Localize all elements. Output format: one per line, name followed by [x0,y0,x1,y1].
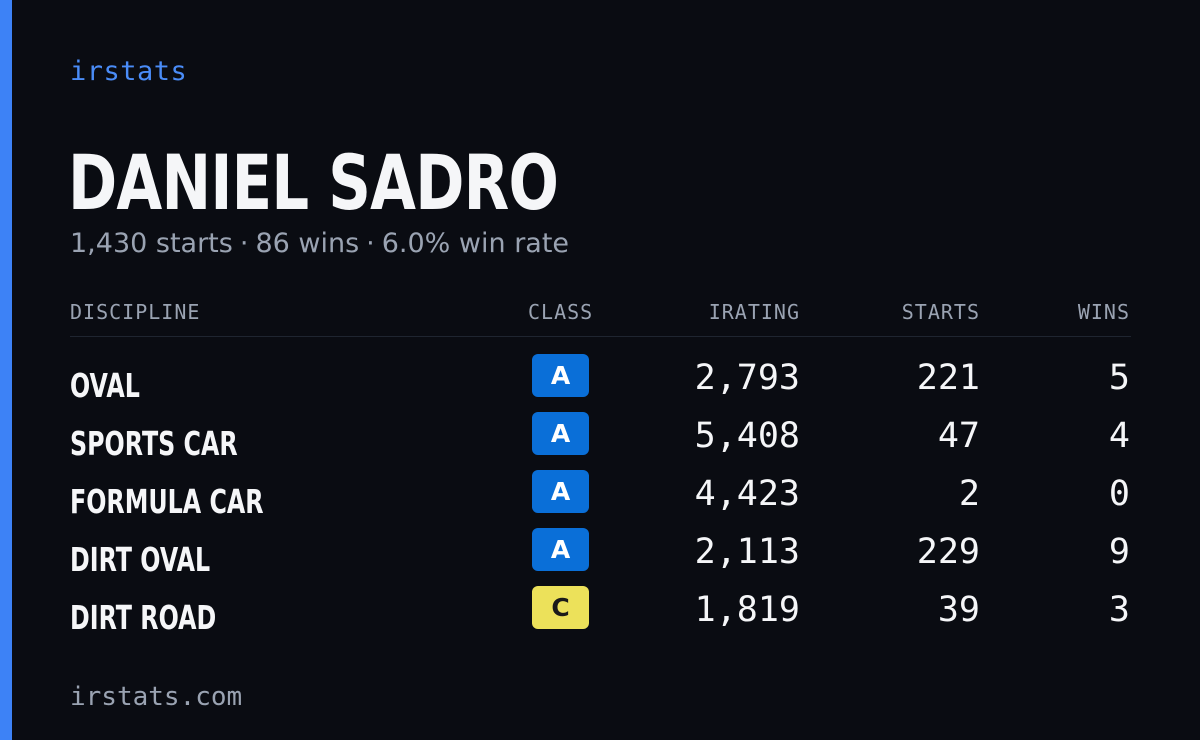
starts-value: 39 [937,590,980,630]
wins-value: 4 [1108,416,1130,456]
discipline-name: DIRT ROAD [70,598,217,637]
starts-value: 221 [916,358,980,398]
table-row: OVAL A 2,793 221 5 [70,354,1131,412]
table-row: DIRT ROAD C 1,819 39 3 [70,586,1131,644]
irating-value: 5,408 [694,416,800,456]
table-header: DISCIPLINE CLASS IRATING STARTS WINS [70,300,1131,337]
header-discipline: DISCIPLINE [70,300,201,324]
total-wins: 86 wins [255,228,360,259]
accent-bar [0,0,12,740]
header-class: CLASS [528,300,594,324]
separator: · [366,228,375,259]
header-wins: WINS [1077,300,1130,324]
total-starts: 1,430 starts [70,228,233,259]
table-row: DIRT OVAL A 2,113 229 9 [70,528,1131,586]
irating-value: 1,819 [694,590,800,630]
stats-table: OVAL A 2,793 221 5 SPORTS CAR A 5,408 47… [70,354,1131,644]
wins-value: 5 [1108,358,1130,398]
discipline-name: SPORTS CAR [70,424,238,463]
irating-value: 2,113 [694,532,800,572]
footer-url: irstats.com [70,682,243,712]
win-rate: 6.0% win rate [381,228,570,259]
class-badge: A [532,354,589,397]
brand-logo: irstats [70,56,188,87]
class-badge: A [532,528,589,571]
wins-value: 3 [1108,590,1130,630]
irating-value: 4,423 [694,474,800,514]
starts-value: 47 [937,416,980,456]
driver-name: DANIEL SADRO [68,138,559,227]
discipline-name: OVAL [70,366,140,405]
discipline-name: DIRT OVAL [70,540,211,579]
wins-value: 9 [1108,532,1130,572]
discipline-name: FORMULA CAR [70,482,264,521]
header-irating: IRATING [708,300,800,324]
starts-value: 2 [958,474,980,514]
header-starts: STARTS [901,300,980,324]
irating-value: 2,793 [694,358,800,398]
separator: · [239,228,249,259]
class-badge: A [532,470,589,513]
class-badge: A [532,412,589,455]
table-row: FORMULA CAR A 4,423 2 0 [70,470,1131,528]
table-row: SPORTS CAR A 5,408 47 4 [70,412,1131,470]
class-badge: C [532,586,589,629]
starts-value: 229 [916,532,980,572]
wins-value: 0 [1108,474,1130,514]
driver-summary: 1,430 starts · 86 wins · 6.0% win rate [70,228,569,259]
